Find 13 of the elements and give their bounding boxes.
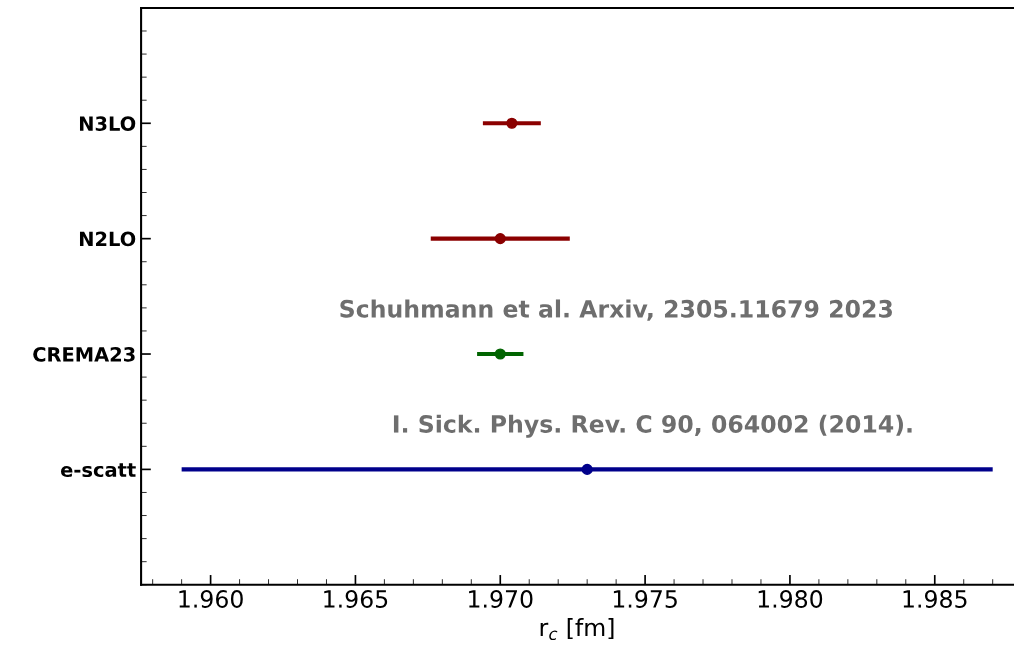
x-tick-label: 1.960 xyxy=(179,590,243,608)
y-tick-label: e-scatt xyxy=(60,463,136,478)
annotation: I. Sick. Phys. Rev. C 90, 064002 (2014). xyxy=(393,414,912,438)
y-tick-label: CREMA23 xyxy=(33,346,135,362)
y-tick-label: N3LO xyxy=(79,116,136,131)
x-tick-label: 1.970 xyxy=(469,590,533,608)
x-tick-label: 1.975 xyxy=(613,590,677,608)
x-axis-title: r$_{c}$ [fm] xyxy=(540,618,614,641)
x-tick-label: 1.985 xyxy=(903,590,967,608)
x-tick-label: 1.965 xyxy=(324,590,388,608)
y-tick-label: N2LO xyxy=(79,231,136,247)
annotation: Schuhmann et al. Arxiv, 2305.11679 2023 xyxy=(340,299,892,321)
x-tick-label: 1.980 xyxy=(758,590,823,608)
